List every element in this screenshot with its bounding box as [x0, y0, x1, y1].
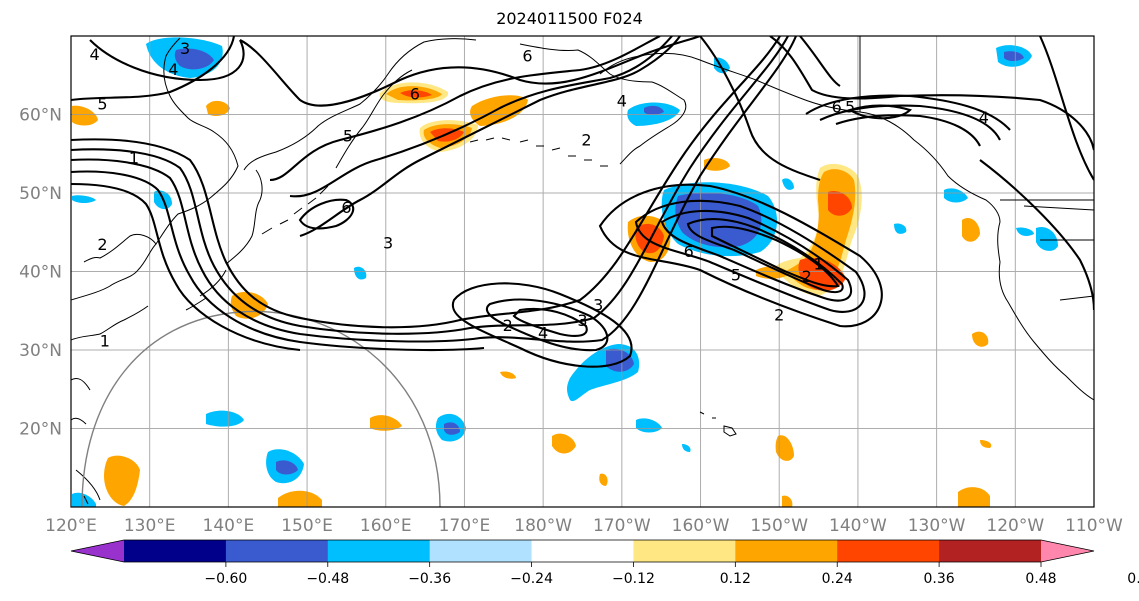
gridlines — [71, 36, 1094, 507]
longitude-tick-label: 160°E — [360, 516, 412, 536]
contour-label: 6 — [522, 47, 532, 66]
contour-label: 1 — [100, 332, 110, 351]
map-frame — [70, 35, 1095, 508]
longitude-tick-label: 130°W — [908, 516, 966, 536]
colorbar-tick-label: −0.36 — [408, 571, 451, 587]
longitude-tick-label: 130°E — [124, 516, 176, 536]
colorbar-tick-label: 0.60 — [1127, 571, 1139, 587]
colorbar-swatch — [735, 540, 838, 562]
contour-label: 5 — [845, 98, 855, 117]
longitude-tick-label: 120°W — [986, 516, 1044, 536]
contour-label: 6 — [684, 242, 694, 261]
colorbar-swatch — [327, 540, 431, 562]
colorbar-tick-label: 0.48 — [1025, 571, 1056, 587]
contour-label: 3 — [577, 311, 587, 330]
contour-label: 4 — [90, 45, 100, 64]
latitude-tick-labels: 20°N 30°N 40°N 50°N 60°N — [19, 106, 62, 440]
contour-label: 5 — [731, 266, 741, 285]
contour-label: 4 — [538, 324, 548, 343]
colorbar-outline — [70, 539, 1095, 563]
colorbar-tick-label: 0.12 — [720, 571, 751, 587]
longitude-tick-label: 170°W — [593, 516, 651, 536]
colorbar-swatch — [633, 540, 736, 562]
contour-label: 1 — [813, 255, 823, 274]
contour-label: 4 — [168, 60, 178, 79]
latitude-tick-label: 30°N — [19, 341, 62, 361]
contour-label: 2 — [802, 267, 812, 286]
contour-label: 2 — [774, 306, 784, 325]
colorbar-tick-label: 0.24 — [822, 571, 853, 587]
colorbar-swatch — [429, 540, 533, 562]
contour-lines — [71, 36, 1094, 368]
colorbar: −0.60 −0.48 −0.36 −0.24 −0.12 0.12 0.24 0.36 0.4… — [70, 539, 1139, 587]
longitude-tick-label: 160°W — [672, 516, 730, 536]
contour-label: 3 — [593, 295, 603, 314]
longitude-tick-label: 170°E — [439, 516, 491, 536]
colorbar-swatch — [837, 540, 940, 562]
contour-label: 5 — [97, 95, 107, 114]
colorbar-tick-label: −0.60 — [204, 571, 247, 587]
longitude-tick-label: 140°E — [203, 516, 255, 536]
latitude-tick-label: 40°N — [19, 263, 62, 283]
longitude-tick-label: 150°E — [281, 516, 333, 536]
contour-label: 6 — [341, 198, 351, 217]
longitude-tick-label: 120°E — [45, 516, 97, 536]
contour-label: 4 — [617, 91, 627, 110]
colorbar-swatch — [225, 540, 329, 562]
map-title: 2024011500 F024 — [496, 9, 643, 28]
coastlines — [71, 36, 1094, 505]
colorbar-tick-label: −0.48 — [306, 571, 349, 587]
contour-label: 6 — [832, 98, 842, 117]
contour-label: 3 — [383, 233, 393, 252]
colorbar-swatch — [531, 540, 634, 562]
contour-label: 4 — [979, 108, 989, 127]
contour-label: 2 — [581, 131, 591, 150]
longitude-tick-label: 150°W — [750, 516, 808, 536]
latitude-tick-label: 50°N — [19, 184, 62, 204]
longitude-tick-label: 140°W — [829, 516, 887, 536]
contour-label: 2 — [97, 235, 107, 254]
colorbar-tick-label: −0.12 — [612, 571, 655, 587]
colorbar-tick-label: −0.24 — [510, 571, 553, 587]
colorbar-extend-low — [71, 540, 124, 562]
contour-label: 2 — [503, 316, 513, 335]
contour-label: 6 — [410, 84, 420, 103]
contour-label: 3 — [180, 39, 190, 58]
longitude-tick-label: 180°W — [514, 516, 572, 536]
colorbar-swatch — [939, 540, 1042, 562]
contour-label: 5 — [343, 127, 353, 146]
colorbar-tick-label: 0.36 — [924, 571, 955, 587]
longitude-tick-label: 110°W — [1065, 516, 1123, 536]
longitude-tick-labels: 120°E 130°E 140°E 150°E 160°E 170°E 180°W 170°W… — [45, 516, 1123, 536]
latitude-tick-label: 60°N — [19, 106, 62, 126]
colorbar-extend-high — [1041, 540, 1094, 562]
colorbar-swatch — [124, 540, 227, 562]
latitude-tick-label: 20°N — [19, 420, 62, 440]
contour-label: 1 — [129, 149, 139, 168]
